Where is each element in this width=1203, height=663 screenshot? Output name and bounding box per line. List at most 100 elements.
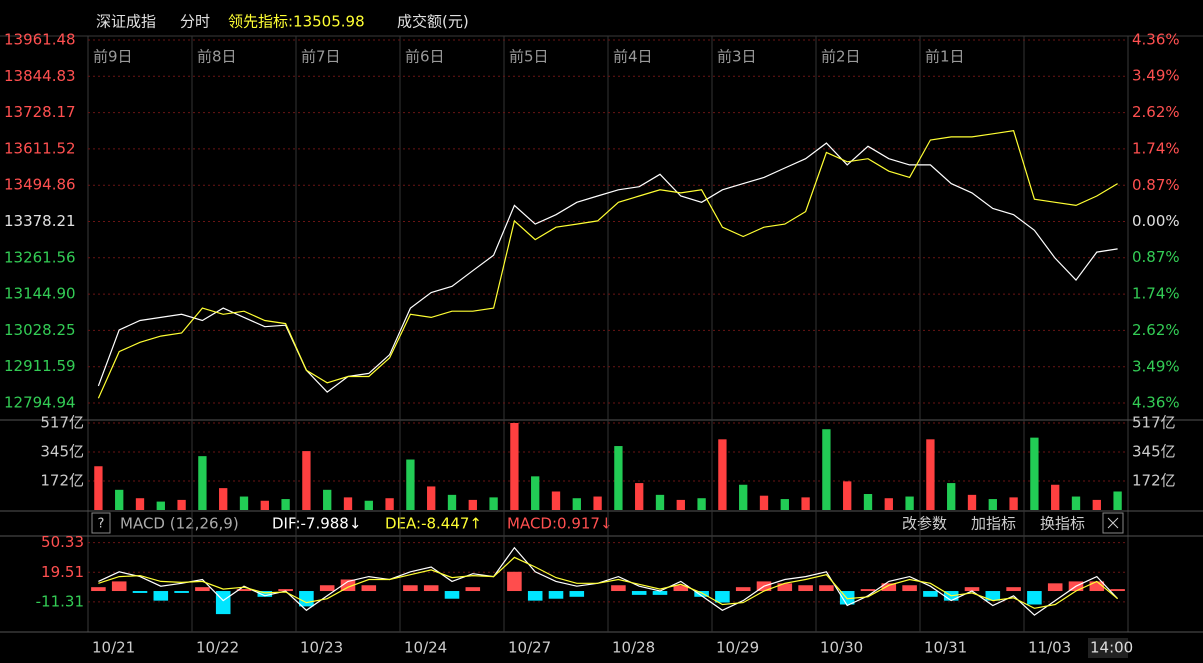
y2-tick-label: 4.36% [1132,31,1180,49]
macd-bar [1006,587,1021,592]
button[interactable]: 换指标 [1040,515,1085,533]
volume-bar [219,488,228,510]
close-icon[interactable] [1107,517,1119,529]
y-tick-label: 13844.83 [4,67,76,85]
volume-bar [135,498,145,510]
macd-bar [132,591,148,593]
x-tick-label: 10/27 [508,639,551,657]
volume-bar [676,499,685,510]
y2-tick-label: 1.74% [1132,284,1180,302]
macd-line [98,546,1119,616]
volume-bar [697,498,706,510]
help-button[interactable] [91,512,111,534]
macd-bar [881,583,897,592]
macd-bar [319,585,335,592]
volume-bar [281,499,290,510]
volume-bar [302,451,311,510]
volume-bar [926,439,935,510]
volume-bar [1051,484,1060,510]
price-line [97,142,1118,393]
macd-bar [174,591,189,593]
x-tick-label: 10/28 [612,639,655,657]
volume-bar [468,499,477,510]
volume-bar [364,500,373,510]
macd-bar [715,591,730,603]
macd-bar [777,583,793,592]
help-icon[interactable]: ? [98,517,105,532]
macd-bar [985,591,1001,601]
macd-title: MACD (12,26,9) [120,515,239,533]
cursor-time: 14:00 [1090,639,1133,657]
volume-bar [1071,496,1081,510]
volume-bar [863,494,873,510]
macd-bar [91,587,106,592]
macd-bar [507,571,522,592]
macd-bar [694,591,709,597]
y2-tick-label: 517亿 [1132,414,1176,432]
index-name: 深证成指 [96,13,156,31]
button[interactable]: 改参数 [902,515,947,533]
volume-bar [843,481,852,510]
macd-bar [278,589,293,592]
macd-bar [548,591,564,599]
day-label: 前9日 [93,48,133,66]
y-tick-label: 19.51 [41,563,84,581]
macd-bar [819,585,834,592]
volume-bar [801,497,810,510]
x-tick-label: 10/29 [716,639,759,657]
day-label: 前4日 [613,48,653,66]
macd-bar [403,585,418,592]
macd-bar [299,591,314,607]
y2-tick-label: 2.62% [1132,321,1180,339]
macd-bar [465,587,481,592]
x-tick-label: 11/03 [1028,639,1071,657]
macd-bar [423,585,439,592]
volume-bar [1092,499,1101,510]
lead-indicator: 领先指标:13505.98 [228,13,365,31]
volume-bar [343,497,353,510]
y2-tick-label: 3.49% [1132,67,1180,85]
macd-bar [673,585,689,592]
price-line [97,130,1118,399]
macd-bar [236,589,252,592]
close-button[interactable] [1102,512,1124,534]
volume-bar [94,466,103,510]
macd-bar [215,591,231,615]
y2-tick-label: 2.62% [1132,103,1180,121]
button[interactable]: 加指标 [971,515,1016,533]
volume-bar [967,494,977,510]
volume-bar [531,476,540,510]
day-label: 前2日 [821,48,861,66]
y-tick-label: 50.33 [41,533,84,551]
y-tick-label: 172亿 [40,472,84,490]
volume-bar [156,501,165,510]
frame [0,35,1203,633]
macd-bar [652,591,668,595]
y2-tick-label: 3.49% [1132,357,1180,375]
macd-bar [611,585,626,592]
volume-bar [239,496,249,510]
macd-bar [111,581,127,592]
volume-bar [884,498,893,510]
volume-bar [1113,491,1122,510]
y-tick-label: 13494.86 [4,176,76,194]
y-tick-label: 13144.90 [4,285,76,303]
volume-bar [1030,437,1039,510]
y-tick-label: -11.31 [36,592,84,610]
y2-tick-label: 0.00% [1132,212,1180,230]
mode: 分时 [180,13,210,31]
day-label: 前7日 [301,48,341,66]
volume-bar [614,446,623,510]
y2-tick-label: 0.87% [1132,248,1180,266]
macd-bar [631,591,647,595]
volume-bar [655,494,665,510]
volume-bar [593,496,602,510]
volume-bar [385,498,394,510]
macd-bar [1027,591,1042,605]
macd-bar [527,591,543,601]
y-tick-label: 13961.48 [4,31,76,49]
macd-bar [923,591,938,597]
macd-label: MACD:0.917↓ [507,515,613,533]
